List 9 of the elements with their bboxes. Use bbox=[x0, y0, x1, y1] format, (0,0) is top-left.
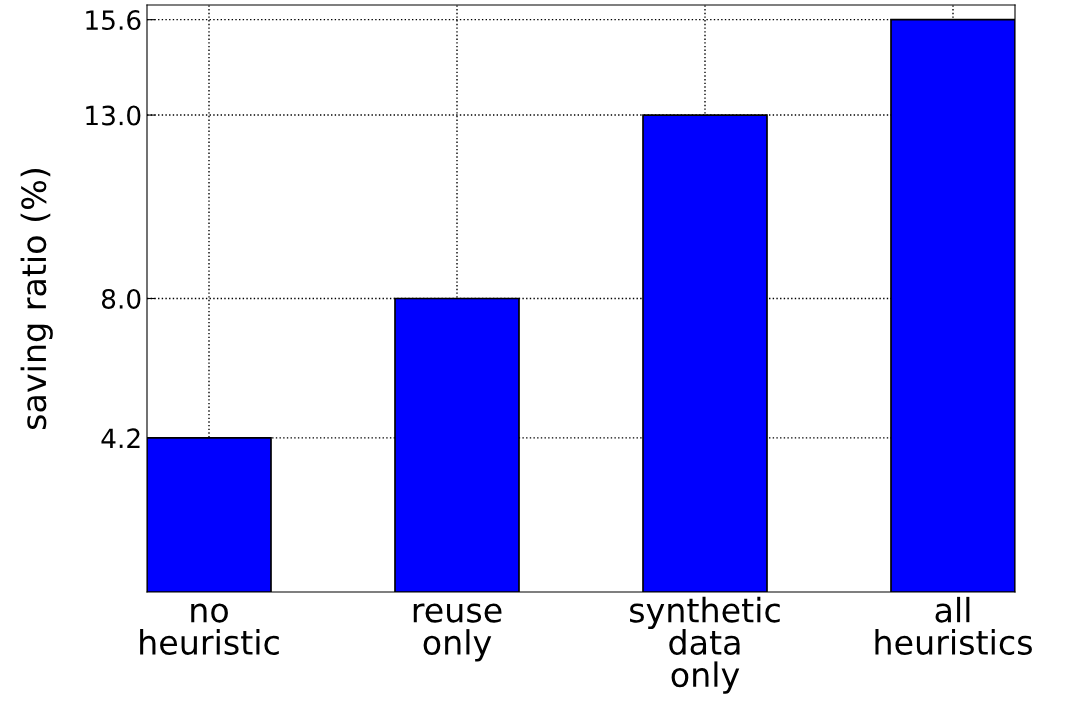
y-tick-label: 15.6 bbox=[86, 10, 141, 31]
x-tick-label: all heuristics bbox=[875, 596, 1032, 655]
x-tick-label: synthetic data only bbox=[630, 596, 780, 694]
x-tick-label: no heuristic bbox=[140, 603, 279, 655]
x-tick-label: reuse only bbox=[413, 603, 502, 662]
y-axis-title: saving ratio (%) bbox=[20, 168, 53, 430]
y-tick-label: 4.2 bbox=[101, 428, 140, 448]
y-tick-label: 13.0 bbox=[86, 105, 141, 126]
y-tick-label: 8.0 bbox=[101, 288, 141, 309]
